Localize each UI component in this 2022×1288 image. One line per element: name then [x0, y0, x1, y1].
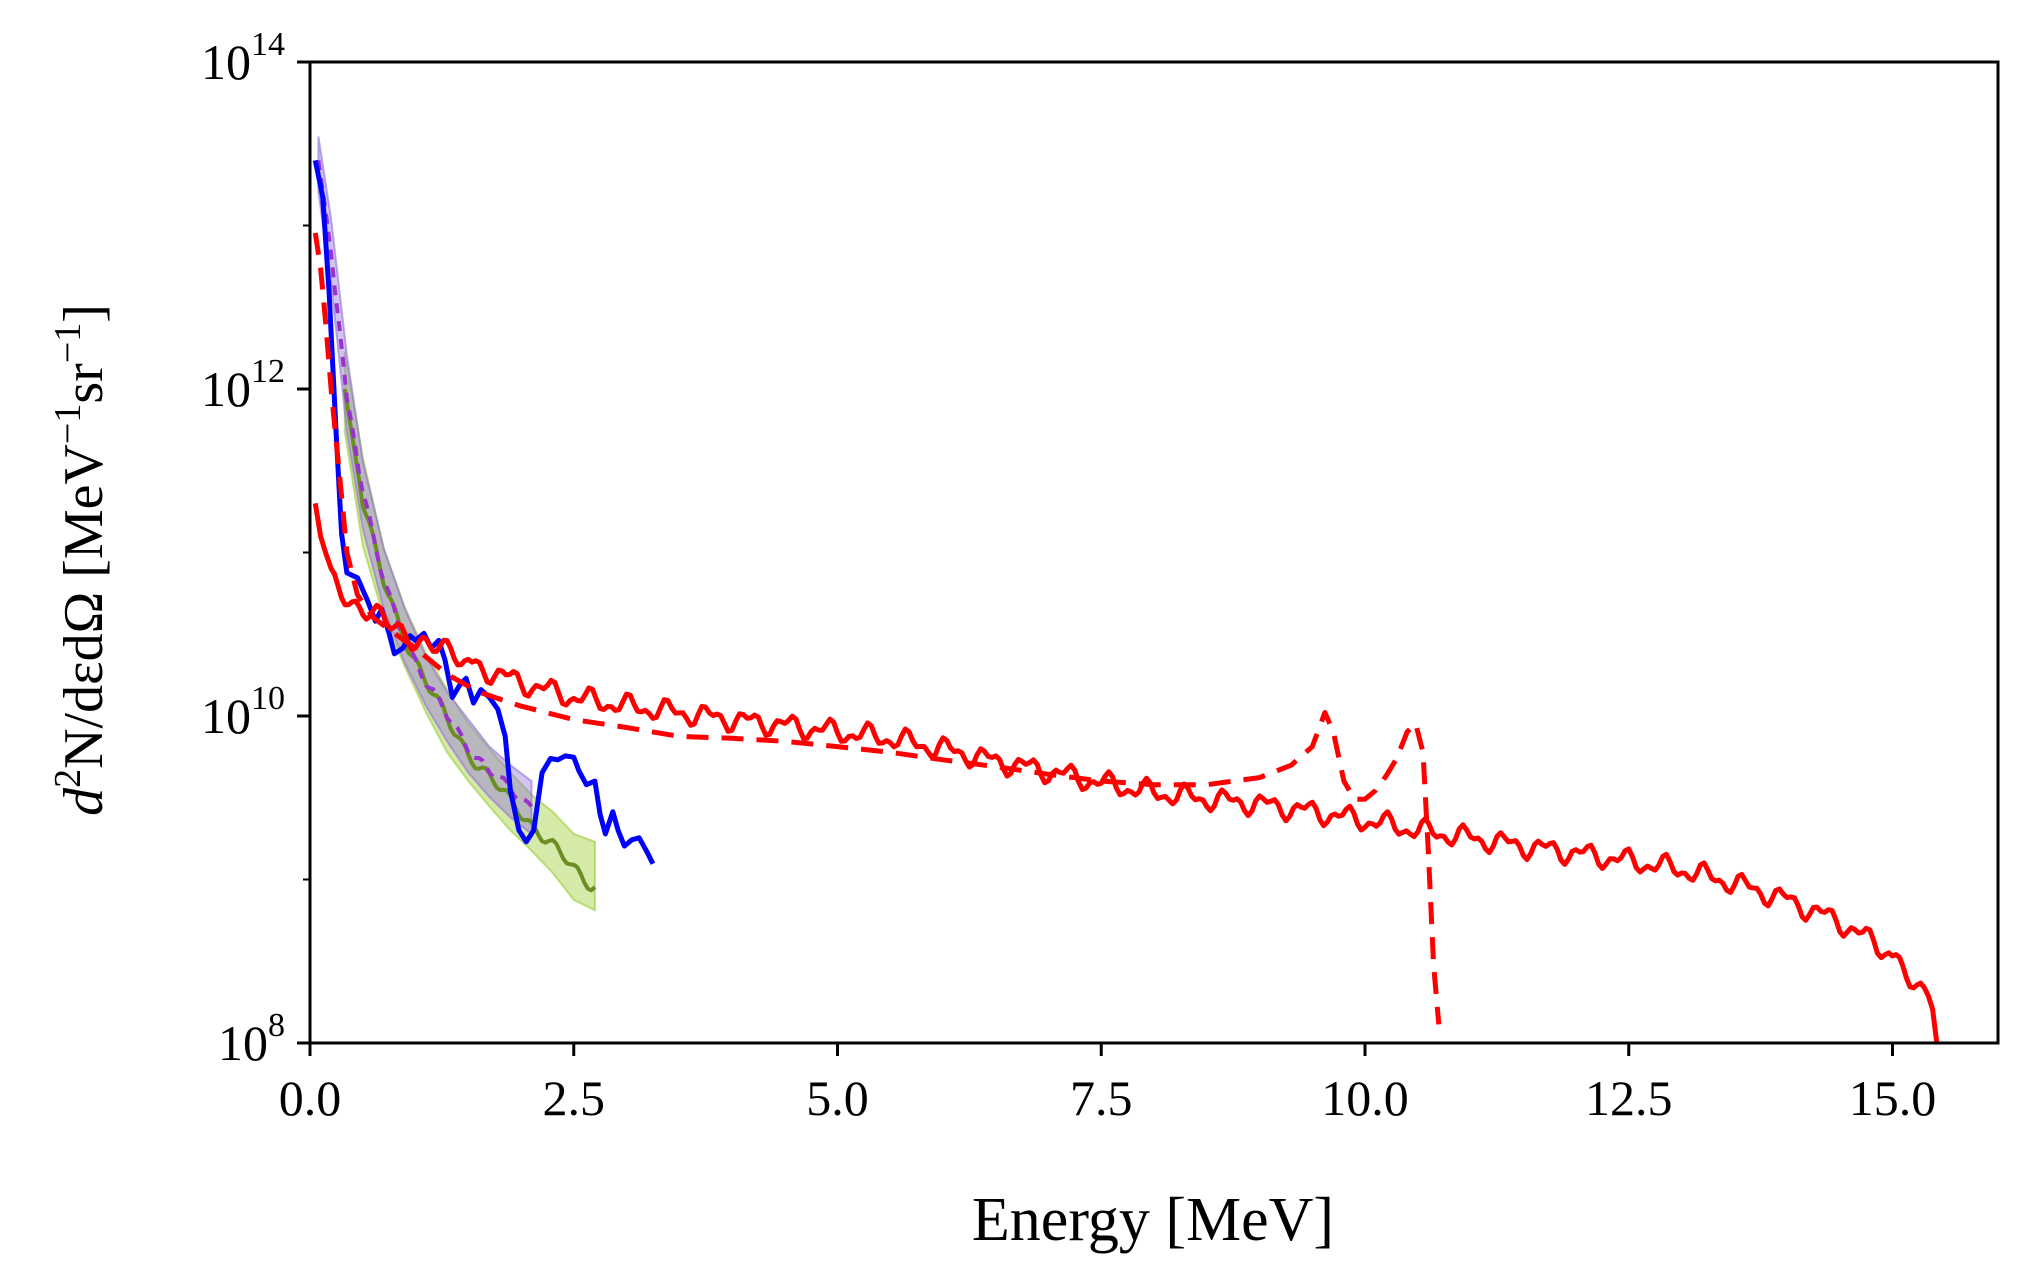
data-series — [312, 159, 1940, 1042]
y-axis-label: d2N/dεdΩ [MeV−1sr−1] — [47, 304, 115, 816]
y-label-sup3: −1 — [47, 323, 89, 363]
red-solid — [312, 502, 1940, 1042]
x-tick-label: 15.0 — [1849, 1070, 1937, 1126]
plot-frame — [308, 60, 2000, 1045]
y-tick-label: 108 — [218, 1007, 285, 1071]
purple-dashed — [316, 160, 534, 808]
y-label-sup2: −1 — [47, 404, 89, 444]
y-axis: 108 1010 1012 1014 — [201, 26, 310, 1071]
red-dashed — [312, 232, 1442, 1025]
y-label-mid2: sr — [53, 363, 115, 404]
y-label-prefix: d — [53, 787, 115, 816]
x-tick-label: 7.5 — [1070, 1070, 1133, 1126]
y-tick-label: 1014 — [201, 26, 285, 90]
uncertainty-bands — [317, 136, 596, 912]
y-label-mid: N/dεdΩ [MeV — [53, 444, 115, 769]
x-axis: 0.0 2.5 5.0 7.5 10.0 12.5 15.0 — [279, 1043, 1937, 1126]
green-band — [343, 351, 596, 912]
x-tick-label: 10.0 — [1321, 1070, 1409, 1126]
green-mean — [342, 388, 597, 893]
svg-text:d2N/dεdΩ [MeV−1sr−1]: d2N/dεdΩ [MeV−1sr−1] — [47, 304, 115, 816]
x-tick-label: 2.5 — [543, 1070, 606, 1126]
purple-band — [317, 136, 533, 836]
y-label-sup1: 2 — [47, 769, 89, 788]
x-tick-label: 12.5 — [1585, 1070, 1673, 1126]
x-tick-label: 0.0 — [279, 1070, 342, 1126]
y-label-suffix: ] — [53, 304, 115, 323]
x-axis-label: Energy [MeV] — [972, 1186, 1334, 1254]
y-tick-label: 1010 — [201, 680, 285, 744]
x-tick-label: 5.0 — [806, 1070, 869, 1126]
y-tick-label: 1012 — [201, 353, 285, 417]
